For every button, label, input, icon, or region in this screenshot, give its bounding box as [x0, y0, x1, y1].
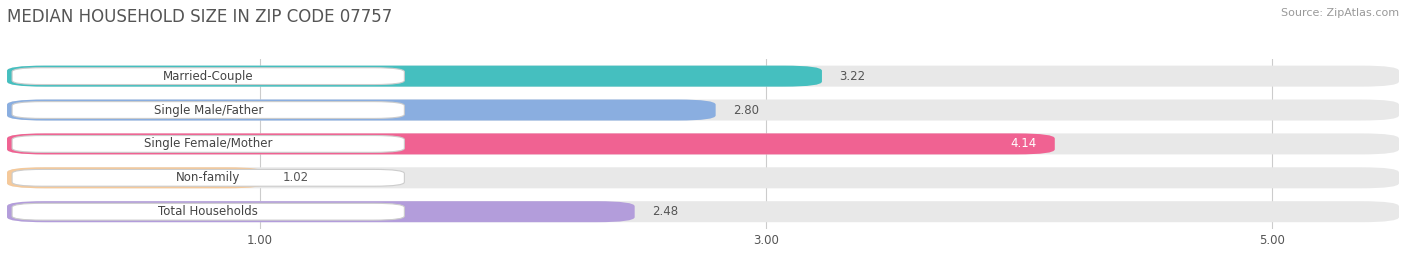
Text: Single Female/Mother: Single Female/Mother	[143, 137, 273, 150]
FancyBboxPatch shape	[7, 133, 1054, 154]
FancyBboxPatch shape	[7, 100, 716, 121]
FancyBboxPatch shape	[7, 201, 634, 222]
Text: 4.14: 4.14	[1011, 137, 1038, 150]
Text: Single Male/Father: Single Male/Father	[153, 104, 263, 116]
FancyBboxPatch shape	[13, 169, 405, 186]
FancyBboxPatch shape	[7, 167, 266, 188]
Text: MEDIAN HOUSEHOLD SIZE IN ZIP CODE 07757: MEDIAN HOUSEHOLD SIZE IN ZIP CODE 07757	[7, 8, 392, 26]
FancyBboxPatch shape	[7, 66, 1399, 87]
FancyBboxPatch shape	[13, 68, 405, 84]
Text: 2.80: 2.80	[734, 104, 759, 116]
Text: Source: ZipAtlas.com: Source: ZipAtlas.com	[1281, 8, 1399, 18]
FancyBboxPatch shape	[7, 201, 1399, 222]
Text: 3.22: 3.22	[839, 70, 866, 83]
FancyBboxPatch shape	[13, 203, 405, 220]
FancyBboxPatch shape	[13, 136, 405, 152]
Text: Married-Couple: Married-Couple	[163, 70, 253, 83]
Text: 1.02: 1.02	[283, 171, 309, 184]
FancyBboxPatch shape	[7, 100, 1399, 121]
FancyBboxPatch shape	[13, 102, 405, 118]
FancyBboxPatch shape	[7, 167, 1399, 188]
Text: 2.48: 2.48	[652, 205, 679, 218]
FancyBboxPatch shape	[7, 66, 823, 87]
Text: Total Households: Total Households	[159, 205, 259, 218]
FancyBboxPatch shape	[7, 133, 1399, 154]
Text: Non-family: Non-family	[176, 171, 240, 184]
